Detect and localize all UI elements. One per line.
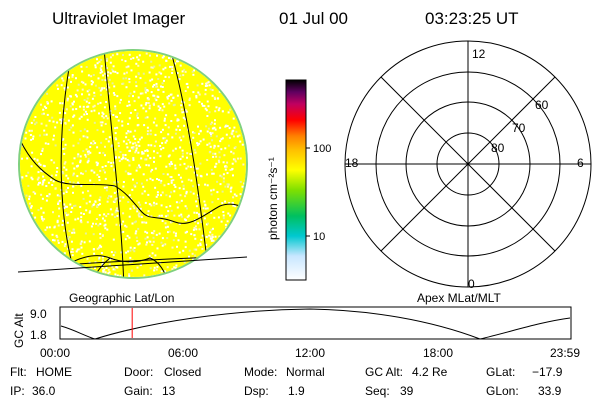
aurora-speckle [21,52,245,277]
glat-value: −17.9 [532,365,563,379]
gain-value: 13 [162,384,176,398]
flt-value: HOME [36,365,72,379]
altitude-plot: GC Alt 9.0 1.8 00:00 06:00 12:00 18:00 2… [12,306,580,360]
earth-disk [20,51,246,277]
altitude-xtick-1800: 18:00 [423,346,453,360]
status-panel: Flt: HOME Door: Closed Mode: Normal GC A… [10,365,563,398]
altitude-xtick-1200: 12:00 [295,346,325,360]
earth-image [17,49,248,279]
altitude-ylabel: GC Alt [12,313,26,348]
altitude-xtick-0000: 00:00 [40,346,70,360]
gain-label: Gain: [124,384,153,398]
seq-value: 39 [400,384,414,398]
mlt-label-18: 18 [345,156,359,170]
ip-value: 36.0 [32,384,56,398]
colorbar-gradient [285,79,307,281]
door-value: Closed [164,365,201,379]
colorbar-unit-label: photon cm⁻²s⁻¹ [266,157,280,240]
mlt-label-12: 12 [472,47,486,61]
polar-grid [344,40,592,288]
altitude-xtick-0600: 06:00 [168,346,198,360]
glon-value: 33.9 [538,384,562,398]
gcalt-value: 4.2 Re [412,365,448,379]
earth-caption: Geographic Lat/Lon [69,291,174,305]
colorbar-tick-label-100: 100 [313,143,331,155]
altitude-curve [60,308,571,340]
mode-label: Mode: [244,365,277,379]
colorbar-tick-label-10: 10 [313,231,325,243]
earth-limb [18,49,248,279]
flt-label: Flt: [10,365,27,379]
coastlines [20,139,246,277]
colorbar: 100 10 photon cm⁻²s⁻¹ [266,79,331,281]
mlt-label-6: 6 [577,156,584,170]
glon-label: GLon: [486,384,519,398]
instrument-title: Ultraviolet Imager [52,9,186,28]
mlat-label-80: 80 [491,141,505,155]
dsp-value: 1.9 [288,384,305,398]
lat-line-outer [17,256,248,273]
mlat-label-70: 70 [512,121,526,135]
dsp-label: Dsp: [244,384,269,398]
date-label: 01 Jul 00 [279,9,348,28]
seq-label: Seq: [365,384,390,398]
door-label: Door: [124,365,153,379]
altitude-ytick-low: 1.8 [30,328,47,342]
polar-diagonal-2 [380,76,556,252]
mode-value: Normal [286,365,325,379]
time-label: 03:23:25 UT [425,9,519,28]
altitude-plot-frame [59,306,572,340]
polar-caption: Apex MLat/MLT [417,291,501,305]
ip-label: IP: [10,384,25,398]
altitude-ytick-high: 9.0 [30,307,47,321]
gcalt-label: GC Alt: [365,365,403,379]
mlt-label-0: 0 [468,277,475,291]
mlat-label-60: 60 [535,98,549,112]
glat-label: GLat: [486,365,515,379]
altitude-xtick-2359: 23:59 [550,346,580,360]
